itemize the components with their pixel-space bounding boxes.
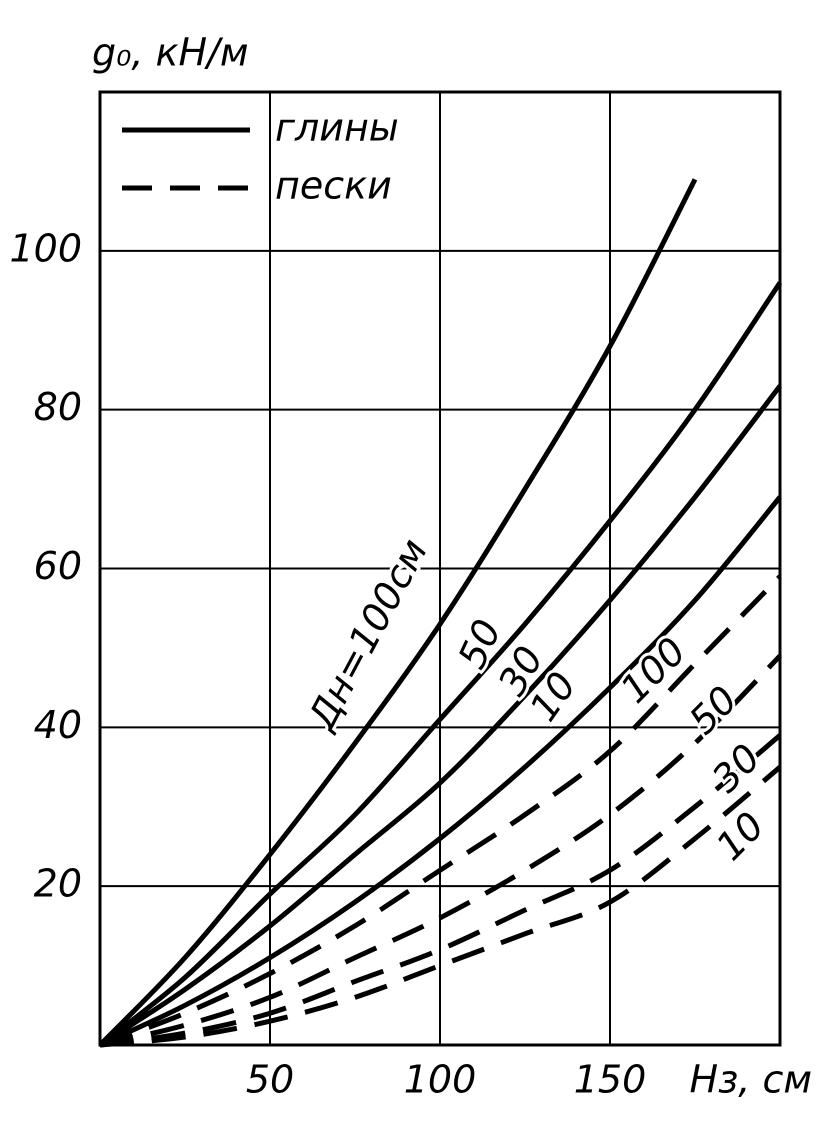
data-line [99, 574, 782, 1048]
data-line [99, 654, 782, 1048]
y-tick-label: 40 [34, 703, 82, 747]
y-tick-label: 100 [9, 226, 82, 270]
data-line [98, 384, 782, 1048]
curve-label: 10 [708, 804, 773, 869]
x-tick-label: 50 [246, 1058, 294, 1102]
y-axis-label: g₀, кН/м [92, 31, 249, 75]
data-line [99, 733, 782, 1048]
curve-label: Дн=100см [298, 531, 436, 737]
legend-label: глины [275, 106, 399, 150]
data-line [98, 495, 782, 1048]
y-tick-label: 60 [34, 544, 82, 588]
legend-label: пески [275, 164, 392, 208]
data-line [99, 765, 782, 1048]
x-axis-label: Hз, см [690, 1058, 813, 1102]
curve-label: 30 [704, 736, 769, 801]
curve-label: 100 [612, 629, 694, 711]
data-line [98, 281, 783, 1047]
y-tick-label: 80 [34, 385, 82, 429]
y-tick-label: 20 [34, 862, 82, 906]
data-line [98, 178, 698, 1047]
x-tick-label: 150 [574, 1058, 647, 1102]
curve-label: 50 [681, 678, 746, 743]
x-tick-label: 100 [404, 1058, 477, 1102]
